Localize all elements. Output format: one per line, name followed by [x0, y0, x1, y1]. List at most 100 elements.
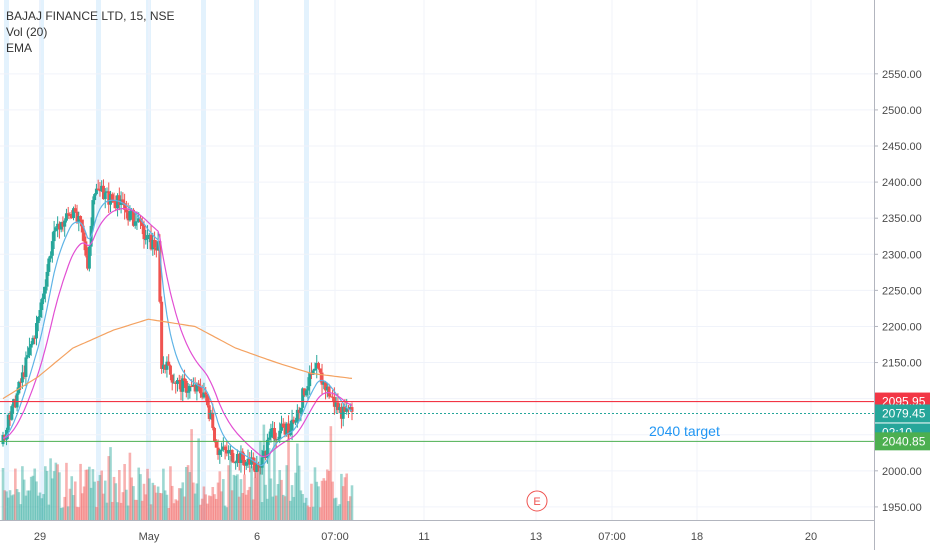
volume-bar — [70, 476, 74, 520]
target-price-tag[interactable]: 2040.85 — [875, 432, 930, 451]
volume-bar — [45, 470, 49, 520]
candle-body — [325, 386, 329, 391]
candle — [272, 421, 276, 442]
volume-bar — [234, 475, 237, 520]
candle — [110, 192, 114, 203]
y-tick-label: 2200.00 — [882, 321, 922, 333]
candle — [225, 440, 229, 457]
volume-bar — [95, 506, 98, 520]
candle — [283, 421, 287, 438]
candle-body — [341, 406, 345, 419]
candle-body — [331, 396, 335, 398]
candle-body — [336, 402, 340, 411]
candle — [138, 215, 142, 229]
candle — [322, 381, 326, 390]
candle-body — [274, 439, 278, 441]
volume-bar — [297, 465, 301, 520]
volume-bar — [317, 486, 320, 520]
volume-bar — [167, 507, 170, 520]
candle — [334, 396, 338, 414]
candle — [324, 380, 328, 400]
candle-body — [13, 399, 17, 408]
candle-body — [54, 227, 58, 231]
candle-body — [348, 407, 352, 410]
volume-bar — [188, 472, 192, 520]
volume-bar — [24, 495, 28, 520]
volume-bar — [324, 480, 327, 520]
candle — [142, 220, 146, 249]
y-tick-label: 2500.00 — [882, 105, 922, 117]
candle-body — [350, 407, 354, 412]
volume-bar — [26, 490, 29, 520]
candle-body — [8, 414, 12, 420]
candle-body — [339, 407, 343, 419]
candle — [116, 193, 120, 217]
candle-body — [306, 386, 310, 391]
candle — [248, 452, 252, 473]
volume-bar — [121, 492, 125, 520]
candle — [77, 211, 81, 232]
candle — [317, 361, 321, 370]
candle-body — [190, 386, 194, 388]
candle-body — [147, 234, 151, 236]
candle — [179, 375, 183, 401]
volume-bar — [98, 475, 102, 520]
candle — [202, 382, 206, 399]
candle — [87, 245, 91, 272]
candle — [36, 316, 40, 332]
volume-indicator-label[interactable]: Vol (20) — [6, 25, 48, 39]
candle-body — [170, 374, 174, 383]
volume-bar — [156, 486, 160, 520]
volume-bar — [68, 488, 72, 520]
candle-body — [63, 220, 67, 227]
candle — [184, 378, 188, 398]
y-tick-label: 2150.00 — [882, 358, 922, 370]
volume-bar — [96, 480, 100, 520]
candle — [176, 377, 179, 392]
earnings-marker[interactable]: E — [526, 490, 548, 512]
candle-body — [209, 412, 213, 419]
candle — [338, 403, 342, 414]
candle-body — [36, 316, 40, 324]
volume-bar — [38, 492, 42, 520]
candle-body — [343, 406, 347, 412]
volume-bar — [281, 494, 285, 520]
volume-bar — [160, 493, 163, 520]
candle — [45, 264, 49, 291]
volume-bar — [169, 466, 172, 520]
x-tick-label: 13 — [530, 531, 542, 543]
candle — [341, 402, 345, 427]
volume-bar — [158, 492, 162, 520]
candle-body — [45, 271, 49, 287]
candle-body — [255, 464, 259, 473]
volume-bar — [313, 467, 317, 520]
volume-bar — [79, 463, 82, 520]
volume-bar — [348, 496, 352, 520]
symbol-title: BAJAJ FINANCE LTD, 15, NSE — [6, 9, 175, 23]
candle — [63, 218, 67, 237]
candle-body — [235, 453, 239, 463]
target-annotation[interactable]: 2040 target — [649, 423, 720, 439]
candle-body — [133, 221, 137, 226]
candle-body — [161, 364, 165, 369]
volume-bar — [54, 462, 58, 520]
candle — [73, 204, 77, 213]
volume-bar — [331, 481, 334, 520]
candle-body — [177, 379, 181, 381]
current-price-tag[interactable]: 2079.45 — [875, 404, 930, 423]
candle-body — [168, 365, 172, 375]
candle-body — [181, 378, 185, 392]
volume-bar — [14, 468, 17, 520]
candle-body — [315, 363, 319, 369]
ema-indicator-label[interactable]: EMA — [6, 41, 33, 55]
volume-bar — [31, 475, 35, 520]
volume-bar — [61, 507, 65, 520]
volume-bar — [223, 505, 227, 520]
volume-bar — [137, 467, 141, 520]
candle — [114, 195, 118, 212]
volume-bar — [176, 500, 179, 520]
volume-bar — [135, 499, 139, 520]
candle — [329, 393, 333, 398]
